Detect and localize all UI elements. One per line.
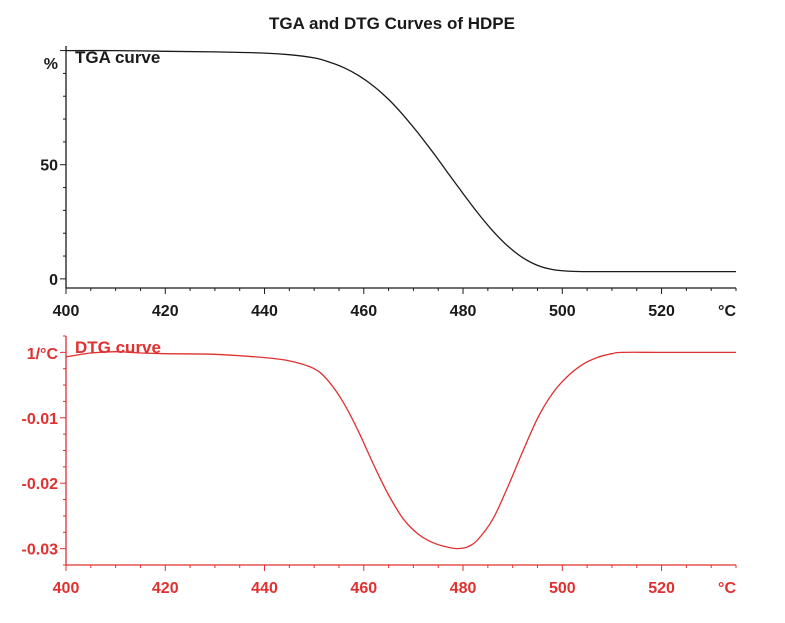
dtg-data-point	[432, 542, 434, 544]
dtg-x-tick-label: 480	[450, 580, 477, 597]
dtg-data-point	[417, 533, 419, 535]
dtg-x-tick-label: 420	[152, 580, 179, 597]
tga-data-point	[507, 245, 509, 247]
tga-data-point	[358, 75, 360, 77]
tga-panel: 400 420 440 460 480 500 520 °C 0 50% TGA curve	[40, 46, 737, 320]
dtg-data-point	[611, 353, 613, 355]
dtg-data-point	[139, 352, 141, 354]
dtg-data-point	[343, 402, 345, 404]
tga-data-point	[343, 67, 345, 69]
dtg-data-point	[328, 381, 330, 383]
dtg-y-unit: 1/°C	[27, 346, 59, 363]
dtg-data-point	[735, 351, 737, 353]
dtg-x-tick-label: 520	[648, 580, 675, 597]
dtg-data-point	[358, 431, 360, 433]
dtg-data-point	[507, 486, 509, 488]
dtg-x-tick-label: 460	[350, 580, 377, 597]
tga-x-tick-label: 440	[251, 303, 278, 320]
dtg-x-tick-label: 440	[251, 580, 278, 597]
dtg-data-point	[447, 546, 449, 548]
tga-x-tick-label: 500	[549, 303, 576, 320]
dtg-data-point	[581, 364, 583, 366]
dtg-data-point	[621, 351, 623, 353]
dtg-data-point	[388, 494, 390, 496]
tga-y-tick-label: 0	[49, 272, 58, 289]
tga-x-tick-label: 420	[152, 303, 179, 320]
tga-data-point	[477, 212, 479, 214]
tga-data-point	[115, 50, 117, 52]
dtg-data-point	[566, 376, 568, 378]
dtg-data-point	[90, 352, 92, 354]
dtg-data-point	[288, 360, 290, 362]
tga-data-point	[551, 269, 553, 271]
tga-data-point	[264, 52, 266, 54]
tga-y-tick-label: 50	[40, 158, 58, 175]
tga-data-point	[403, 114, 405, 116]
tga-data-point	[388, 98, 390, 100]
tga-series-line	[65, 49, 736, 273]
dtg-y-tick-label: -0.01	[22, 411, 59, 428]
tga-data-point	[328, 61, 330, 63]
dtg-data-point	[661, 351, 663, 353]
tga-data-point	[164, 50, 166, 52]
tga-data-point	[492, 230, 494, 232]
tga-data-point	[65, 50, 67, 52]
tga-data-point	[447, 172, 449, 174]
dtg-data-point	[164, 353, 166, 355]
tga-data-point	[566, 270, 568, 272]
tga-data-point	[432, 152, 434, 154]
tga-data-point	[417, 132, 419, 134]
dtg-x-unit: °C	[718, 580, 736, 597]
tga-x-tick-label: 460	[350, 303, 377, 320]
tga-x-tick-label: 480	[450, 303, 477, 320]
dtg-data-point	[403, 518, 405, 520]
dtg-data-point	[596, 357, 598, 359]
tga-data-point	[735, 271, 737, 273]
dtg-data-point	[477, 539, 479, 541]
dtg-y-tick-label: -0.02	[22, 476, 59, 493]
dtg-data-point	[551, 393, 553, 395]
tga-data-point	[288, 54, 290, 56]
dtg-data-point	[115, 351, 117, 353]
tga-x-unit: °C	[718, 303, 736, 320]
tga-data-point	[462, 193, 464, 195]
dtg-data-point	[313, 368, 315, 370]
tga-data-point	[661, 271, 663, 273]
dtg-y-tick-label: -0.03	[22, 542, 59, 559]
tga-x-tick-label: 520	[648, 303, 675, 320]
dtg-x-tick-label: 500	[549, 580, 576, 597]
tga-data-point	[522, 257, 524, 259]
tga-panel-label: TGA curve	[75, 48, 160, 67]
tga-data-point	[596, 271, 598, 273]
dtg-x-tick-label: 400	[53, 580, 80, 597]
dtg-panel: 400 420 440 460 480 500 520 °C -0.03 -0.02 -0.01 1/…	[22, 335, 737, 597]
tga-data-point	[313, 57, 315, 59]
tga-data-point	[537, 264, 539, 266]
tga-y-unit: %	[44, 56, 58, 73]
dtg-data-point	[522, 451, 524, 453]
dtg-data-point	[492, 518, 494, 520]
dtg-data-point	[214, 353, 216, 355]
tga-data-point	[373, 85, 375, 87]
dtg-series-line	[65, 351, 736, 550]
dtg-data-point	[264, 357, 266, 359]
tga-x-tick-label: 400	[53, 303, 80, 320]
tga-data-point	[214, 51, 216, 53]
chart-title: TGA and DTG Curves of HDPE	[269, 14, 515, 33]
tga-data-point	[581, 271, 583, 273]
dtg-data-point	[467, 546, 469, 548]
dtg-panel-label: DTG curve	[75, 338, 161, 357]
tga-data-point	[611, 271, 613, 273]
dtg-data-point	[373, 464, 375, 466]
dtg-data-point	[457, 548, 459, 550]
dtg-data-point	[65, 356, 67, 358]
dtg-data-point	[537, 417, 539, 419]
